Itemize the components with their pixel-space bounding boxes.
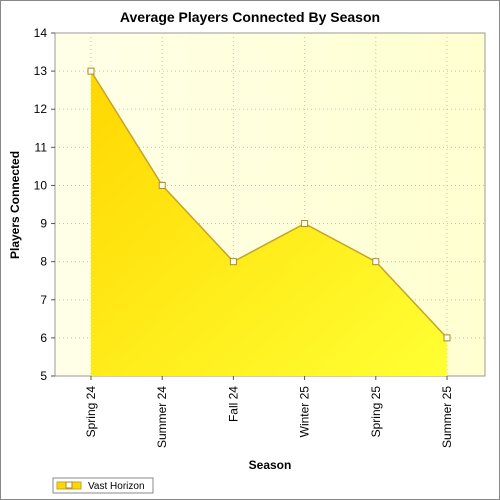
x-axis-title: Season	[249, 458, 292, 472]
y-tick-label: 8	[40, 255, 47, 269]
y-tick-label: 6	[40, 331, 47, 345]
y-tick-label: 12	[34, 102, 48, 116]
chart-title: Average Players Connected By Season	[120, 9, 380, 25]
data-point-marker	[229, 258, 237, 266]
data-point-marker	[372, 258, 380, 266]
x-axis-ticks: Spring 24 Summer 24 Fall 24 Winter 25 Spring…	[84, 376, 454, 448]
x-tick-label: Fall 24	[226, 386, 240, 422]
data-point-marker	[87, 67, 95, 75]
x-tick-label: Winter 25	[298, 386, 312, 438]
area-layer	[87, 67, 451, 376]
x-tick-label: Summer 24	[155, 386, 169, 448]
area-fill	[91, 71, 447, 376]
y-axis-ticks: 5 6 7 8 9 10 11 12 13 14	[34, 26, 55, 383]
data-point-marker	[158, 181, 166, 189]
y-tick-label: 10	[34, 178, 48, 192]
x-tick-label: Spring 25	[369, 386, 383, 438]
y-tick-label: 9	[40, 217, 47, 231]
y-tick-label: 5	[40, 369, 47, 383]
legend-label-vast-horizon: Vast Horizon	[88, 481, 145, 492]
y-tick-label: 13	[34, 64, 48, 78]
y-tick-label: 14	[34, 26, 48, 40]
legend-marker	[65, 481, 73, 489]
data-point-marker	[443, 334, 451, 342]
y-tick-label: 7	[40, 293, 47, 307]
legend: Vast Horizon	[52, 477, 154, 494]
y-axis-title: Players Connected	[8, 151, 22, 259]
x-tick-label: Summer 25	[440, 386, 454, 448]
series-line	[90, 70, 448, 339]
y-tick-label: 11	[35, 140, 48, 154]
data-point-marker	[301, 220, 309, 228]
x-tick-label: Spring 24	[84, 386, 98, 438]
